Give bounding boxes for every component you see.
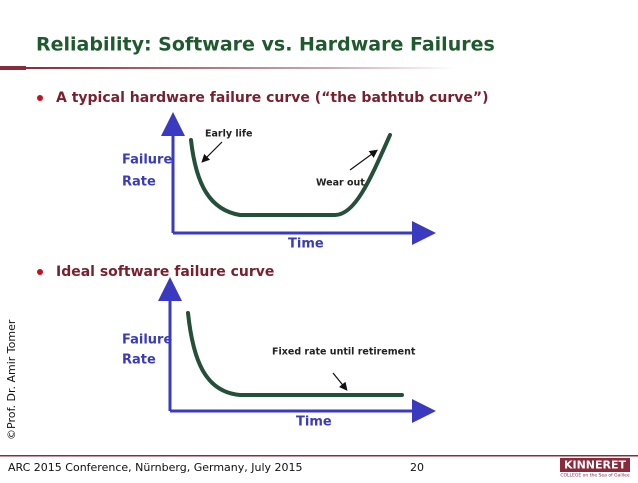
logo-name: KINNERET (564, 459, 627, 472)
title-bar (0, 66, 26, 70)
annotation-arrow (349, 149, 378, 171)
y-label: Failure (122, 153, 172, 168)
logo-tagline: COLLEGE on the Sea of Galilee (560, 473, 629, 479)
side-note: ©Prof. Dr. Amir Tomer (5, 319, 18, 440)
title: Reliability: Software vs. Hardware Failu… (36, 34, 495, 56)
footer-text: ARC 2015 Conference, Nürnberg, Germany, … (8, 461, 303, 474)
title-rule (26, 67, 456, 69)
bullet-text: Ideal software failure curve (56, 264, 274, 280)
footer-rule (0, 455, 638, 457)
bullet-dot (37, 95, 43, 101)
bullet-dot (37, 269, 43, 275)
page-number: 20 (410, 461, 424, 474)
y-label: Failure (122, 333, 172, 348)
annotation: Fixed rate until retirement (272, 347, 416, 358)
x-label: Time (296, 415, 332, 430)
bathtub-curve (189, 133, 392, 217)
bullet-text: A typical hardware failure curve (“the b… (56, 90, 489, 106)
annotation-arrow (332, 372, 348, 391)
software-curve (186, 311, 404, 397)
x-label: Time (288, 237, 324, 252)
y-label: Rate (122, 353, 156, 368)
logo (560, 458, 630, 472)
y-label: Rate (122, 175, 156, 190)
annotation: Wear out (316, 178, 365, 189)
annotation: Early life (205, 129, 252, 140)
annotation-arrow (201, 141, 223, 163)
